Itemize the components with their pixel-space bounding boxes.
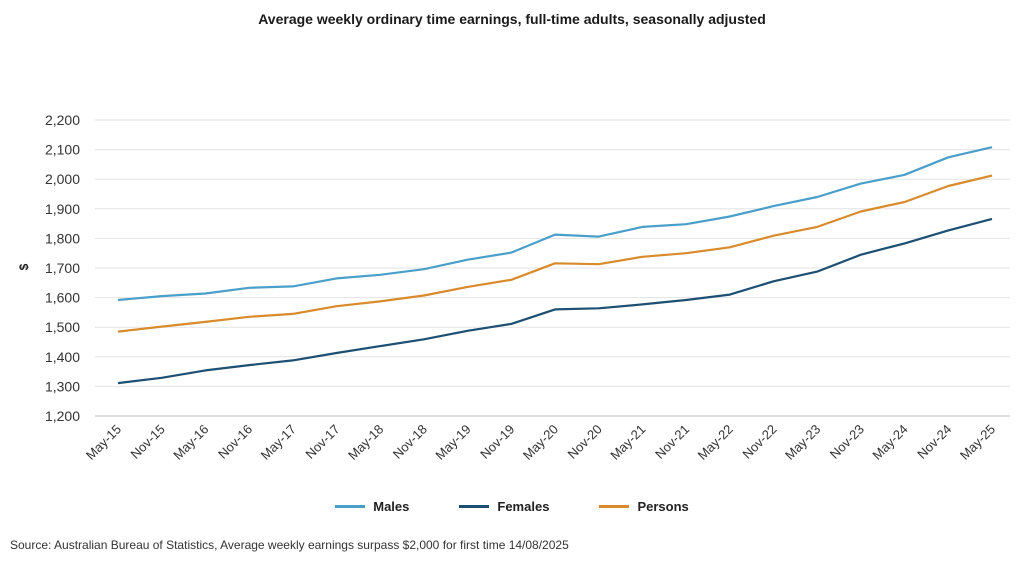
series-lines: [117, 146, 993, 385]
y-tick-label: 1,700: [45, 260, 80, 276]
x-tick-label: Nov-24: [914, 422, 954, 462]
legend-swatch-persons: [599, 505, 630, 508]
source-note: Source: Australian Bureau of Statistics,…: [10, 538, 569, 552]
x-tick-label: Nov-18: [390, 422, 430, 462]
y-tick-label: 2,000: [45, 171, 80, 187]
y-tick-label: 1,800: [45, 230, 80, 246]
series-line-males: [117, 146, 993, 302]
x-tick-label: May-24: [869, 422, 910, 463]
x-tick-label: Nov-15: [128, 422, 168, 462]
legend-item-persons: Persons: [599, 499, 689, 514]
legend-item-males: Males: [335, 499, 409, 514]
x-tick-label: Nov-17: [302, 422, 342, 462]
y-tick-label: 2,200: [45, 112, 80, 128]
x-tick-label: May-21: [607, 422, 648, 463]
x-tick-label: May-22: [695, 422, 736, 463]
chart-title: Average weekly ordinary time earnings, f…: [258, 11, 766, 27]
legend-label-females: Females: [497, 499, 550, 514]
x-tick-label: May-23: [782, 422, 823, 463]
legend-item-females: Females: [459, 499, 549, 514]
y-tick-label: 1,200: [45, 408, 80, 424]
grid-lines: [95, 119, 1010, 417]
y-tick-label: 1,300: [45, 378, 80, 394]
x-tick-label: May-20: [520, 422, 561, 463]
y-tick-label: 1,900: [45, 201, 80, 217]
x-tick-label: Nov-16: [215, 422, 255, 462]
x-tick-label: May-15: [83, 422, 124, 463]
legend-label-persons: Persons: [637, 499, 689, 514]
y-tick-label: 1,500: [45, 319, 80, 335]
y-tick-label: 1,600: [45, 290, 80, 306]
y-axis-ticks: 1,200 1,300 1,400 1,500 1,600 1,700 1,800 1,900…: [45, 112, 80, 424]
x-tick-label: May-18: [345, 422, 386, 463]
series-line-females: [117, 217, 993, 385]
x-axis-ticks: May-15 Nov-15 May-16 Nov-16 May-17 Nov-17 May-…: [83, 422, 998, 463]
x-tick-label: Nov-23: [827, 422, 867, 462]
x-tick-label: Nov-22: [739, 422, 779, 462]
x-tick-label: Nov-21: [652, 422, 692, 462]
legend: Males Females Persons: [0, 499, 1024, 514]
x-tick-label: May-16: [170, 422, 211, 463]
x-tick-label: Nov-20: [565, 422, 605, 462]
legend-label-males: Males: [373, 499, 410, 514]
x-tick-label: May-25: [957, 422, 998, 463]
legend-swatch-males: [335, 505, 366, 508]
x-tick-label: May-17: [258, 422, 299, 463]
y-tick-label: 1,400: [45, 349, 80, 365]
series-line-persons: [117, 174, 993, 333]
y-tick-label: 2,100: [45, 142, 80, 158]
x-tick-label: May-19: [432, 422, 473, 463]
y-axis-label: $: [17, 263, 31, 270]
x-tick-label: Nov-19: [477, 422, 517, 462]
legend-swatch-females: [459, 505, 490, 508]
